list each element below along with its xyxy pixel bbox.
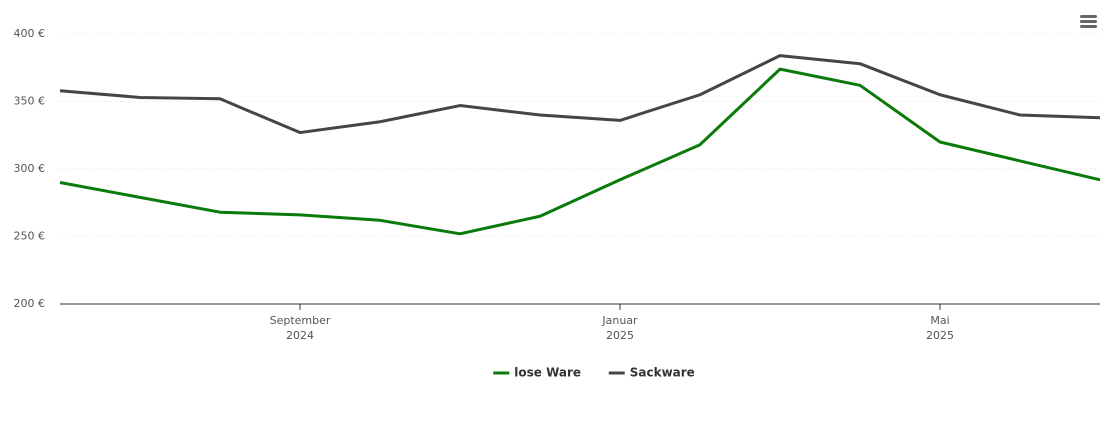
line xyxy=(59,54,1101,135)
line xyxy=(59,67,1101,236)
y-tick-label: 200 € xyxy=(14,297,46,310)
menu-bar[interactable] xyxy=(1080,25,1097,28)
x-tick-label: Mai xyxy=(930,314,949,327)
menu-icon[interactable] xyxy=(1080,15,1097,28)
menu-bar[interactable] xyxy=(1080,15,1097,18)
legend-label: lose Ware xyxy=(514,366,581,380)
x-tick-label: 2025 xyxy=(926,329,954,342)
y-tick-label: 350 € xyxy=(14,95,46,108)
legend-label: Sackware xyxy=(630,366,695,380)
menu-bar[interactable] xyxy=(1080,20,1097,23)
y-tick-label: 300 € xyxy=(14,162,46,175)
legend: lose Ware Sackware xyxy=(493,366,695,380)
x-tick-label: 2024 xyxy=(286,329,314,342)
x-tick-label: Januar xyxy=(601,314,638,327)
y-tick-label: 250 € xyxy=(14,230,46,243)
x-tick-label: 2025 xyxy=(606,329,634,342)
y-tick-label: 400 € xyxy=(14,27,46,40)
x-tick-label: September xyxy=(270,314,331,327)
